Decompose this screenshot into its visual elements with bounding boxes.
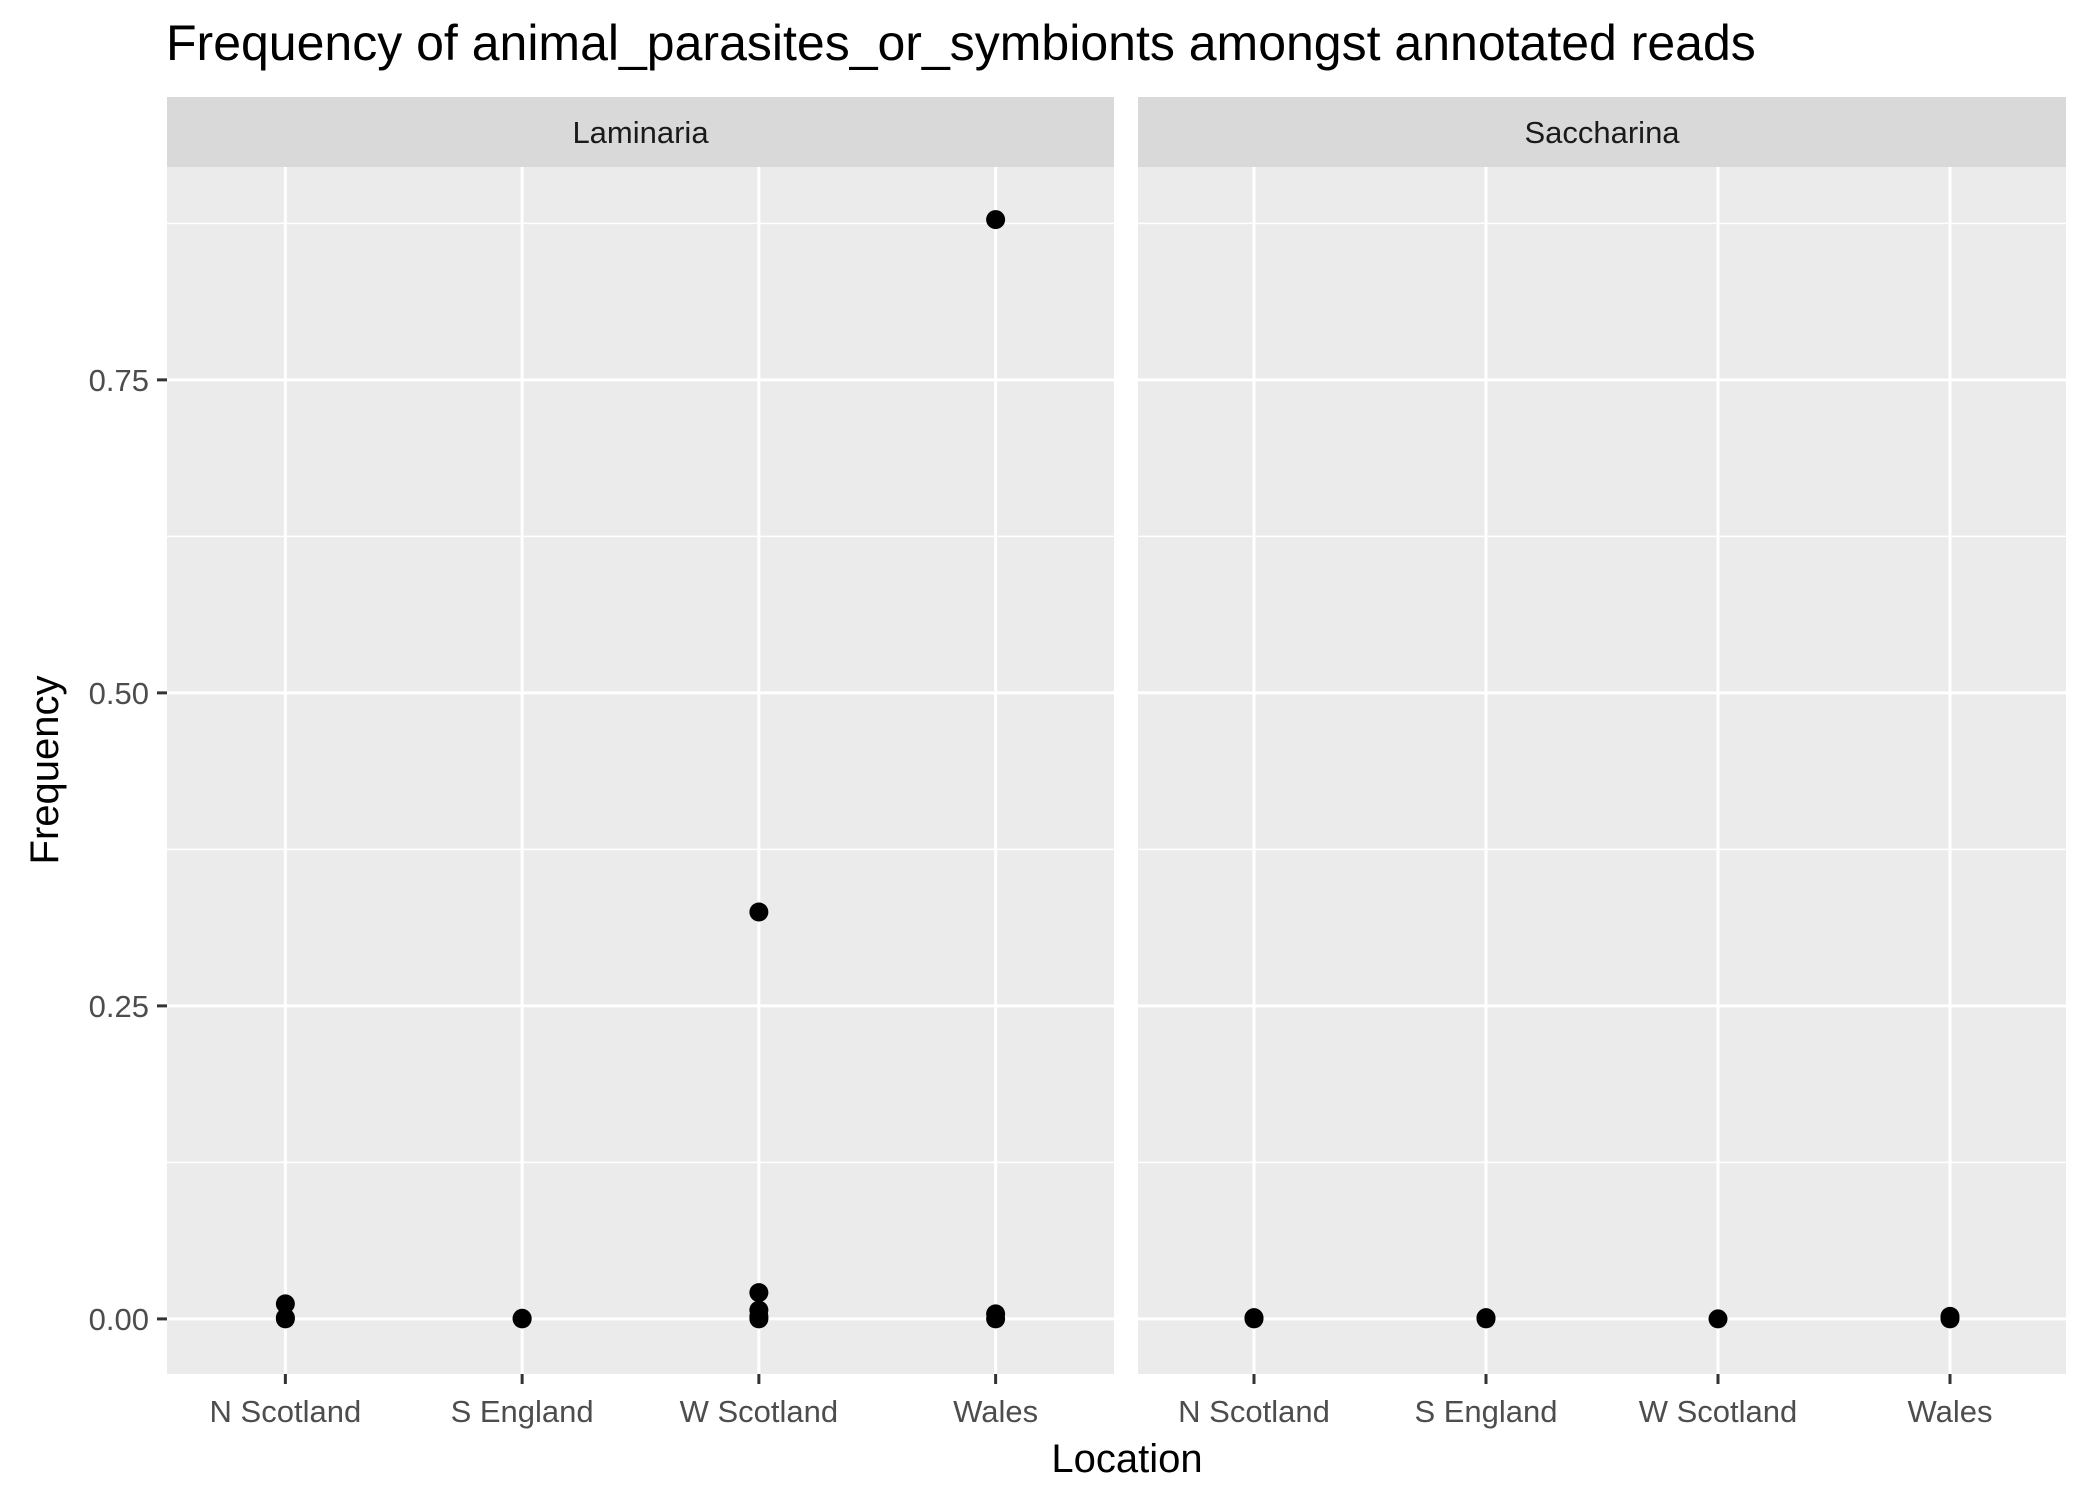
facet-panels: Laminaria N Scotland S England W Scotland Wa… [167, 97, 2066, 1429]
x-tick-label: Wales [1908, 1394, 1993, 1429]
chart-title: Frequency of animal_parasites_or_symbion… [166, 15, 1756, 71]
x-tick-label: W Scotland [680, 1394, 839, 1429]
x-tick-label: N Scotland [210, 1394, 362, 1429]
x-tick-label: S England [451, 1394, 594, 1429]
data-point [1940, 1306, 1960, 1326]
data-point [1244, 1308, 1264, 1328]
data-point [749, 1309, 769, 1329]
data-point [275, 1308, 295, 1328]
data-point [749, 1283, 769, 1303]
data-point [986, 210, 1006, 230]
y-tick-label: 0.75 [89, 363, 149, 398]
data-point [749, 902, 769, 922]
data-point [986, 1309, 1006, 1329]
panel-background [1138, 167, 2066, 1374]
x-tick-label: N Scotland [1178, 1394, 1330, 1429]
x-tick-label: S England [1414, 1394, 1557, 1429]
data-point [1708, 1309, 1728, 1329]
data-point [275, 1294, 295, 1314]
facet-strip [1138, 97, 2066, 167]
y-axis: 0.00 0.25 0.50 0.75 [89, 363, 167, 1337]
y-tick-label: 0.50 [89, 676, 149, 711]
facet-strip-label: Laminaria [572, 115, 709, 150]
x-tick-label: W Scotland [1639, 1394, 1798, 1429]
facet-strip [167, 97, 1114, 167]
panel-background [167, 167, 1114, 1374]
x-axis-title: Location [1051, 1437, 1202, 1481]
y-tick-label: 0.00 [89, 1302, 149, 1337]
data-point [512, 1308, 532, 1328]
y-tick-label: 0.25 [89, 989, 149, 1024]
data-point [1476, 1308, 1496, 1328]
facet-strip-label: Saccharina [1524, 115, 1680, 150]
x-tick-label: Wales [953, 1394, 1038, 1429]
facet-panel: Saccharina N Scotland S England W Scotland W… [1138, 97, 2066, 1429]
facet-panel: Laminaria N Scotland S England W Scotland Wa… [167, 97, 1114, 1429]
y-axis-title: Frequency [23, 676, 67, 865]
